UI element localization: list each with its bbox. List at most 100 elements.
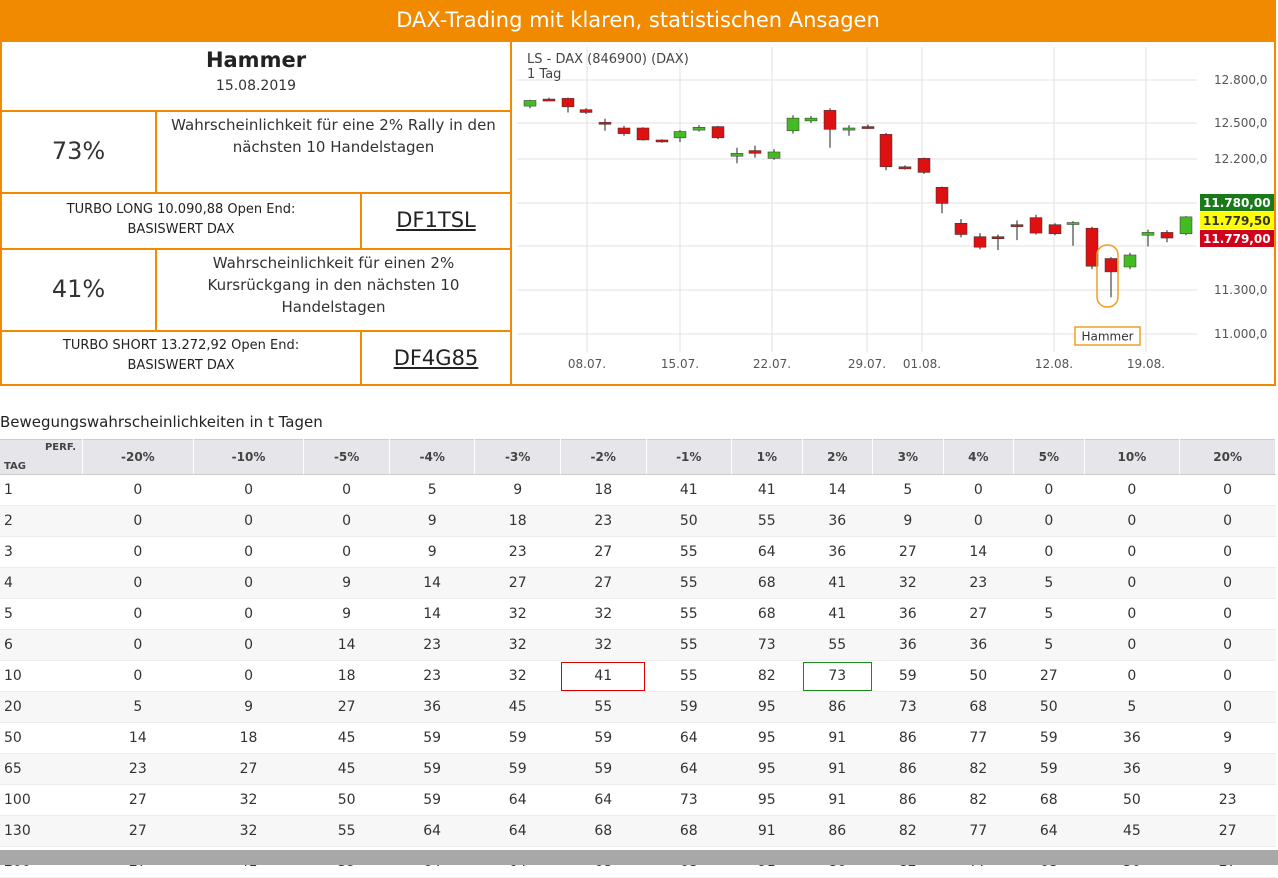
table-cell: 9 [303,598,390,630]
table-cell: 0 [193,567,304,599]
table-cell: 59 [872,660,944,692]
table-row: 2 0 0 0 9 18 23 50 55 36 9 0 0 0 0 [0,505,1276,537]
table-cell: 27 [82,815,194,847]
table-cell: 68 [646,815,732,847]
table-cell: 0 [1179,691,1276,723]
column-header: -2% [560,439,647,475]
table-cell: 64 [389,815,475,847]
table-cell: 64 [474,815,561,847]
x-axis-label: 19.08. [1127,357,1165,371]
table-cell: 86 [802,815,873,847]
candle-up [767,151,781,159]
table-cell: 0 [1179,474,1276,506]
table-cell: 82 [943,784,1014,816]
table-cell: 59 [389,784,475,816]
table-cell: 0 [193,660,304,692]
table-cell: 41 [646,474,732,506]
candle-down [991,236,1005,239]
short-product-link[interactable]: DF4G85 [393,346,479,370]
table-cell: 86 [872,784,944,816]
table-row: 4 0 0 9 14 27 27 55 68 41 32 23 5 0 0 [0,567,1276,599]
chart-labels: 12.800,0 12.500,0 12.200,0 11.300,0 11.000,0… [568,73,1274,371]
table-cell: 36 [802,536,873,568]
table-cell: 0 [82,660,194,692]
y-axis-label: 12.200,0 [1214,152,1267,166]
table-cell: 23 [943,567,1014,599]
table-cell: 0 [193,629,304,661]
table-cell: 59 [646,691,732,723]
annotation-label: Hammer [1081,330,1133,344]
column-header: -10% [193,439,305,475]
candle-down [935,186,949,204]
horizontal-scrollbar[interactable] [0,850,1278,865]
table-cell: 41 [731,474,803,506]
table-cell: 9 [303,567,390,599]
table-cell: 27 [1013,660,1085,692]
table-cell: 36 [872,629,944,661]
table-cell: 5 [1084,691,1180,723]
table-cell: 77 [943,722,1014,754]
table-cell: 14 [802,474,873,506]
table-cell: 95 [731,722,803,754]
table-cell: 5 [1013,598,1085,630]
long-code-cell: DF1TSL [362,194,512,250]
candle-up [1066,222,1080,225]
table-cell: 86 [802,691,873,723]
table-cell: 50 [1013,691,1085,723]
table-cell: 36 [1084,753,1180,785]
short-underlying: BASISWERT DAX [127,358,235,373]
table-cell: 64 [1013,815,1085,847]
table-cell: 36 [1084,722,1180,754]
table-cell: 32 [560,629,646,661]
price-tag-label: 11.779,50 [1203,214,1271,228]
candle-up [1141,232,1155,236]
table-row: 100 27 32 50 59 64 64 73 95 91 86 82 68 50 23 [0,784,1276,816]
table-cell: 82 [872,815,944,847]
chart-interval: 1 Tag [527,67,562,82]
candle-down [1029,217,1043,234]
table-cell: 59 [560,753,646,785]
y-axis-label: 11.000,0 [1214,327,1267,341]
row-tag: 2 [0,505,83,537]
table-cell: 27 [560,567,646,599]
table-cell: 0 [1179,505,1276,537]
x-axis-label: 12.08. [1035,357,1073,371]
table-cell: 55 [731,505,803,537]
table-cell: 27 [943,598,1014,630]
table-cell: 27 [82,784,194,816]
row-tag: 6 [0,629,83,661]
column-header: 5% [1013,439,1085,475]
x-axis-label: 08.07. [568,357,606,371]
table-cell: 9 [1179,753,1276,785]
short-product-cell: TURBO SHORT 13.272,92 Open End: BASISWER… [2,332,362,384]
table-cell: 0 [193,598,304,630]
table-cell: 18 [303,660,390,692]
table-cell: 36 [872,598,944,630]
table-cell: 41 [802,598,873,630]
price-tag [1200,230,1274,247]
column-header: 10% [1084,439,1181,475]
table-cell: 59 [474,753,561,785]
table-cell: 32 [872,567,944,599]
chart-title-block: LS - DAX (846900) (DAX) 1 Tag [527,52,689,82]
table-cell: 9 [1179,722,1276,754]
table-cell: 0 [1013,474,1085,506]
table-cell: 23 [82,753,194,785]
pattern-name: Hammer [205,48,307,72]
table-cell: 73 [731,629,803,661]
long-product-cell: TURBO LONG 10.090,88 Open End: BASISWERT… [2,194,362,250]
column-header: -5% [303,439,390,475]
table-cell: 68 [943,691,1014,723]
table-cell: 0 [82,474,194,506]
long-description-cell: Wahrscheinlichkeit für eine 2% Rally in … [157,112,512,194]
candle-down [879,134,893,168]
table-cell: 5 [82,691,194,723]
candle-down [917,158,931,173]
table-cell: 9 [389,536,475,568]
table-cell: 32 [474,598,561,630]
chart-title: LS - DAX (846900) (DAX) [527,52,689,67]
table-cell: 0 [1084,598,1180,630]
y-axis-label: 12.800,0 [1214,73,1267,87]
table-row: 5 0 0 9 14 32 32 55 68 41 36 27 5 0 0 [0,598,1276,630]
long-product-link[interactable]: DF1TSL [396,208,476,232]
